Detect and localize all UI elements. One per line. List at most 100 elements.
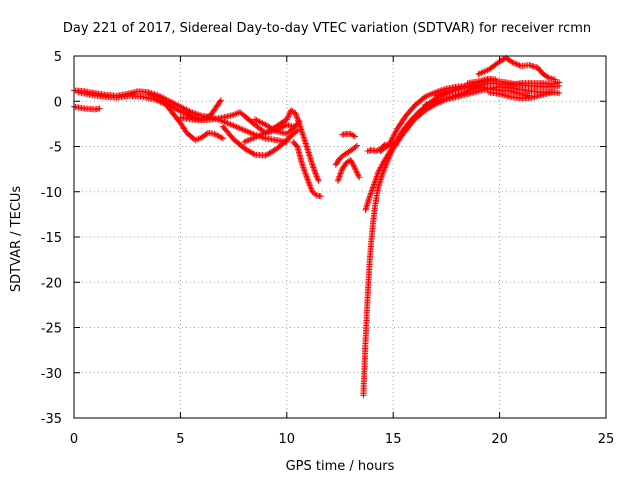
data-point [298,128,305,135]
data-point [551,76,558,83]
data-point [299,162,306,169]
data-point [349,161,356,168]
data-point [298,159,305,166]
data-point [373,175,380,182]
series-track-s [464,75,499,87]
data-point [171,105,178,112]
data-point [351,133,358,140]
data-point [334,177,341,184]
data-point [373,173,380,180]
data-point [372,176,379,183]
data-point [302,171,309,178]
y-tick-label: -15 [41,231,62,246]
data-point [515,61,522,68]
data-point [510,59,517,66]
data-point [335,174,342,181]
x-tick-label: 25 [598,432,615,447]
data-point [311,168,318,175]
data-point [218,134,225,141]
data-point [301,167,308,174]
data-point [347,157,354,164]
data-point [354,142,361,149]
y-tick-label: -35 [41,412,62,427]
data-point [337,170,344,177]
data-point [175,107,182,114]
data-point [356,174,363,181]
data-point [348,158,355,165]
data-point [500,56,507,63]
data-point [497,57,504,64]
data-point [350,132,357,139]
data-point [177,108,184,115]
data-point [371,181,378,188]
series-track-t [432,83,482,99]
y-tick-label: 0 [54,95,62,110]
axis-ticks [73,55,607,419]
data-point [293,114,300,121]
series-track-i [290,138,324,200]
data-point [336,173,343,180]
data-point [556,79,563,86]
data-point [300,132,307,139]
data-point [309,161,316,168]
data-point [174,106,181,113]
y-axis-label: SDTVAR / TECUs [9,186,24,293]
data-point [300,165,307,172]
data-point [293,128,300,135]
data-point [292,110,299,117]
y-tick-label: 5 [54,50,62,65]
x-tick-label: 10 [279,432,296,447]
data-point [297,123,304,130]
series-track-g [251,116,303,137]
data-point [369,184,376,191]
data-point [371,179,378,186]
data-point [292,111,299,118]
data-point [315,177,322,184]
data-point [556,90,563,97]
y-tick-label: -20 [41,276,62,291]
data-point [310,164,317,171]
data-point [293,112,300,119]
data-point [310,166,317,173]
x-tick-label: 5 [176,432,184,447]
series-track-b [71,103,103,113]
data-point [369,185,376,192]
data-point [370,182,377,189]
data-point [180,109,187,116]
data-point [509,59,516,66]
data-point [184,111,191,118]
data-point [335,176,342,183]
y-tick-labels: -35 -30 -25 -20 -15 -10 -5 0 5 [41,50,62,427]
data-point [351,163,358,170]
data-point [185,112,192,119]
data-point [492,76,499,83]
data-point [499,56,506,63]
data-point [294,117,301,124]
data-point [250,150,257,157]
data-point [352,143,359,150]
data-point [216,98,223,105]
data-point [309,163,316,170]
data-point [513,61,520,68]
series-track-q [475,54,558,83]
grid-lines [74,56,606,418]
data-point [338,169,345,176]
series-track-j [334,157,363,184]
data-point [299,131,306,138]
data-point [512,60,519,67]
data-points [71,54,563,399]
data-point [294,115,301,122]
x-tick-label: 15 [385,432,402,447]
series-track-k [332,142,361,168]
data-point [301,168,308,175]
y-tick-label: -10 [41,186,62,201]
data-point [173,106,180,113]
x-tick-label: 0 [70,432,78,447]
data-point [367,190,374,197]
data-point [294,127,301,134]
data-point [178,108,185,115]
data-point [368,187,375,194]
x-tick-label: 20 [491,432,508,447]
data-point [296,120,303,127]
